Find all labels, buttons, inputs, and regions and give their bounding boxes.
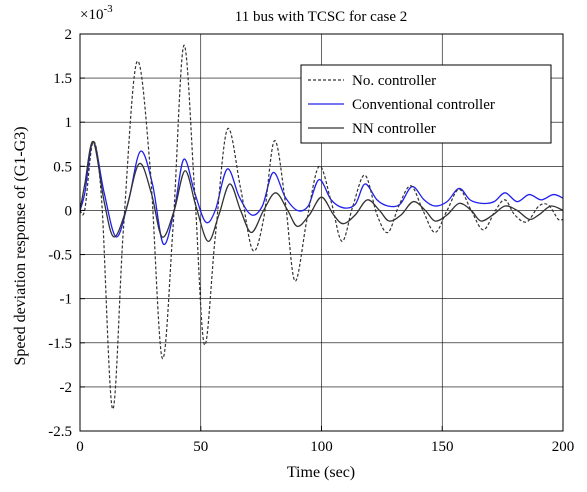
- y-tick-label: 0.5: [53, 159, 72, 175]
- legend: No. controller Conventional controller N…: [300, 64, 552, 144]
- y-tick-label: -1.5: [48, 336, 72, 352]
- legend-label-conventional-controller: Conventional controller: [352, 97, 495, 113]
- y-tick-label: 1.5: [53, 71, 72, 87]
- y-tick-label: -1: [60, 292, 73, 308]
- chart-title: 11 bus with TCSC for case 2: [235, 9, 408, 25]
- y-tick-label: -0.5: [48, 248, 72, 264]
- y-tick-label: 0: [65, 203, 73, 219]
- y-tick-label: 1: [65, 115, 73, 131]
- legend-label-no-controller: No. controller: [352, 73, 436, 89]
- x-tick-label: 0: [76, 439, 84, 455]
- series-nn-controller: [79, 140, 564, 242]
- x-axis-label: Time (sec): [287, 464, 355, 481]
- y-tick-label: -2: [60, 380, 73, 396]
- y-tick-label: 2: [65, 27, 73, 43]
- legend-label-nn-controller: NN controller: [352, 121, 436, 137]
- x-tick-labels: 0 50 100 150 200: [76, 439, 574, 455]
- tick-marks: [79, 33, 564, 432]
- x-tick-label: 100: [310, 439, 333, 455]
- y-axis-multiplier: ×10-3: [80, 3, 113, 23]
- y-multiplier-exponent: -3: [103, 3, 113, 15]
- x-tick-label: 150: [431, 439, 454, 455]
- y-multiplier-base: ×10: [80, 7, 103, 23]
- series-conventional-controller: [79, 140, 564, 246]
- y-tick-labels: 2 1.5 1 0.5 0 -0.5 -1 -1.5 -2 -2.5: [48, 27, 72, 440]
- y-tick-label: -2.5: [48, 424, 72, 440]
- x-tick-label: 200: [552, 439, 575, 455]
- x-tick-label: 50: [193, 439, 208, 455]
- y-axis-label: Speed deviation response of (G1-G3): [12, 126, 29, 365]
- series-layer: [79, 44, 564, 410]
